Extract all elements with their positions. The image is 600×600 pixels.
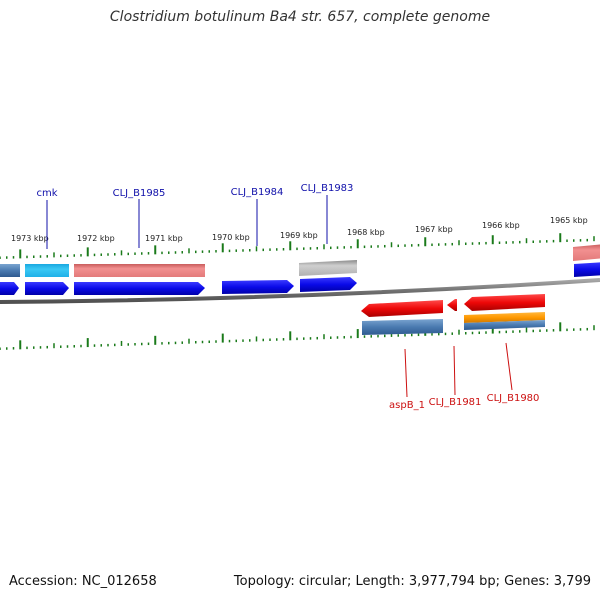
reverse-cds-b1981 <box>447 299 457 311</box>
reverse-cds-aspb1 <box>361 300 443 317</box>
gene-label-clj-b1985: CLJ_B1985 <box>113 188 166 199</box>
outer-tick-track <box>0 233 595 259</box>
scale-label-1965: 1965 kbp <box>550 216 588 225</box>
forward-cds-right-edge <box>574 262 600 277</box>
accession-text: Accession: NC_012658 <box>9 574 157 589</box>
feature-steel-b1980 <box>464 320 545 330</box>
scale-label-1971: 1971 kbp <box>145 234 183 243</box>
gene-label-clj-b1983: CLJ_B1983 <box>301 183 354 194</box>
gene-label-aspb-1: aspB_1 <box>389 400 425 411</box>
feature-pink-b1985 <box>74 264 205 277</box>
gene-label-clj-b1981: CLJ_B1981 <box>429 397 482 408</box>
label-leaders <box>46 195 513 398</box>
feature-steel-aspb1 <box>362 319 443 335</box>
gene-label-clj-b1980: CLJ_B1980 <box>487 393 540 404</box>
scale-label-1969: 1969 kbp <box>280 231 318 240</box>
scale-labels: 1973 kbp 1972 kbp 1971 kbp 1970 kbp 1969… <box>11 216 588 243</box>
scale-label-1972: 1972 kbp <box>77 234 115 243</box>
scale-label-1966: 1966 kbp <box>482 221 520 230</box>
reverse-cds-row <box>361 294 545 317</box>
topology-text: Topology: circular; Length: 3,977,794 bp… <box>233 574 591 589</box>
reverse-feature-row <box>362 312 545 335</box>
genome-backbone <box>0 278 600 304</box>
forward-feature-row <box>0 244 600 277</box>
feature-pink-right <box>573 244 600 261</box>
forward-cds-cmk <box>25 282 69 295</box>
feature-pink-left <box>0 264 20 277</box>
gene-labels: cmk CLJ_B1985 CLJ_B1984 CLJ_B1983 aspB_1… <box>36 183 539 411</box>
map-title: Clostridium botulinum Ba4 str. 657, comp… <box>109 9 491 25</box>
gene-label-clj-b1984: CLJ_B1984 <box>231 187 284 198</box>
scale-label-1973: 1973 kbp <box>11 234 49 243</box>
feature-gray-b1983 <box>299 260 357 276</box>
leader-b1980 <box>505 342 513 391</box>
feature-cyan-cmk <box>25 264 69 277</box>
gene-label-cmk: cmk <box>36 188 57 199</box>
feature-orange-b1980 <box>464 312 545 323</box>
leader-aspb1 <box>404 348 408 398</box>
scale-label-1968: 1968 kbp <box>347 228 385 237</box>
scale-label-1967: 1967 kbp <box>415 225 453 234</box>
forward-cds-b1983 <box>300 277 357 292</box>
forward-cds-left-edge <box>0 282 19 295</box>
forward-cds-b1984 <box>222 280 294 294</box>
forward-cds-row <box>0 262 600 295</box>
scale-label-1970: 1970 kbp <box>212 233 250 242</box>
forward-cds-b1985 <box>74 282 205 295</box>
reverse-cds-b1980 <box>464 294 545 311</box>
leader-b1981 <box>453 345 456 396</box>
